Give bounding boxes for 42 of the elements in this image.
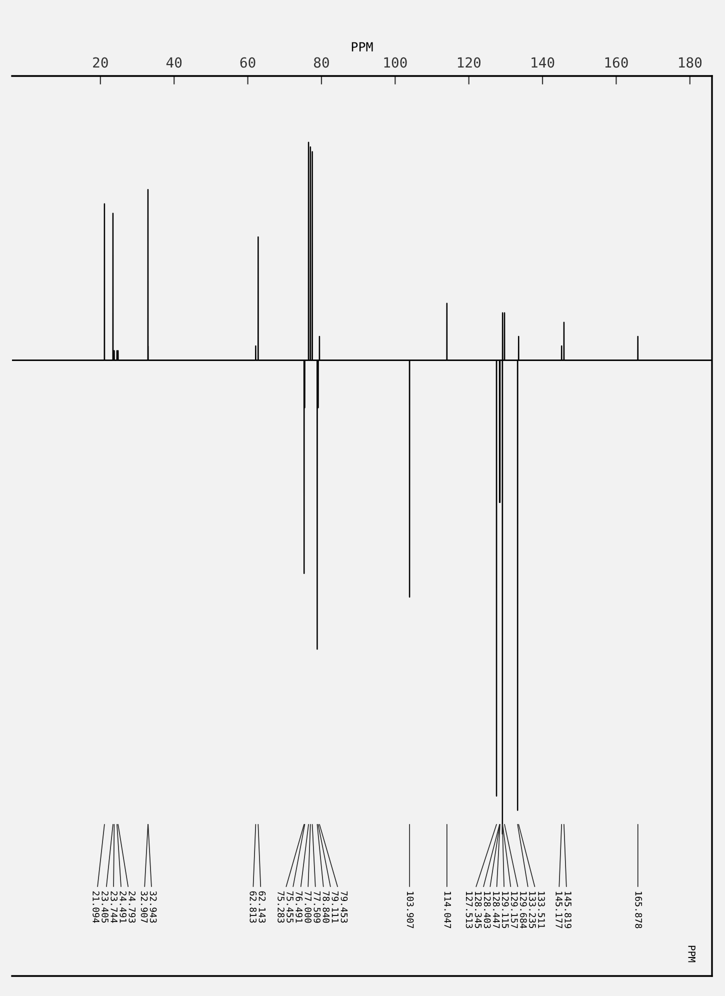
text: 133.511 [538,892,545,928]
x-tick-label: 20 [93,57,108,68]
text: 23.405 [102,891,108,923]
text: 145.177 [556,892,562,928]
text: 24.793 [128,891,136,923]
text: 62.143 [258,891,266,923]
text: 128.447 [492,892,500,928]
text: 79.111 [332,891,339,923]
text: 76.491 [296,891,303,923]
text: 103.907 [406,892,414,928]
text: 77.000 [304,891,312,923]
text: 129.115 [502,892,509,928]
x-tick-label: 100 [384,57,407,68]
text: 75.455 [286,891,294,923]
text: 24.491 [120,891,127,923]
text: 145.819 [564,892,572,928]
text: 32.943 [150,891,157,923]
x-tick-label: 140 [532,57,554,68]
text: 165.878 [635,892,642,928]
x-tick-label: 40 [166,57,182,68]
text: 129.684 [520,892,527,928]
text: 75.283 [278,891,284,923]
x-tick-label: 120 [458,57,480,68]
x-tick-label: 80 [314,57,329,68]
x-tick-label: 160 [605,57,628,68]
text: 129.157 [511,892,518,928]
x-tick-label: 180 [679,57,702,68]
text: 127.513 [466,892,473,928]
text: 128.403 [484,892,491,928]
text: 77.509 [314,891,321,923]
text: PPM [688,946,696,962]
text: 23.744 [110,891,118,923]
text: 62.813 [250,891,257,923]
text: 79.453 [340,891,348,923]
text: 21.094 [92,891,100,923]
text: 32.907 [140,891,148,923]
text: 114.047 [444,892,452,928]
text: 128.345 [474,892,482,928]
text: 78.840 [322,891,330,923]
x-tick-label: 60 [240,57,256,68]
x-axis-title: PPM [352,42,373,52]
text: 133.235 [529,892,536,928]
